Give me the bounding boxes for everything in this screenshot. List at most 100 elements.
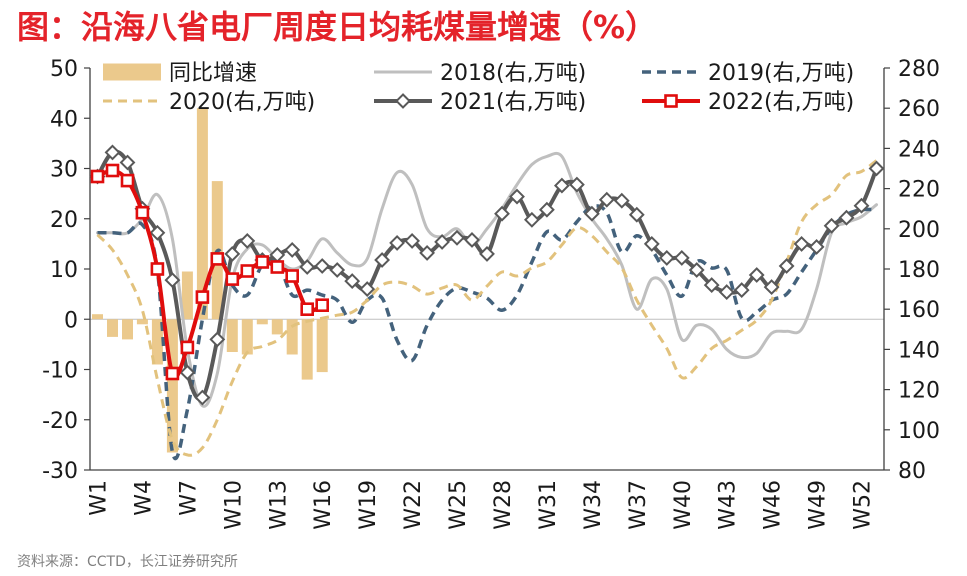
bar-w15 bbox=[301, 319, 313, 380]
marker-2022-w7 bbox=[180, 340, 195, 355]
marker-2022-w14 bbox=[285, 269, 300, 283]
marker-2021-w11 bbox=[239, 232, 256, 249]
marker-2021-w19 bbox=[359, 281, 376, 298]
marker-2021-w2 bbox=[104, 144, 121, 161]
legend-label: 2022(右,万吨) bbox=[708, 90, 854, 115]
y-left-tick-label: 50 bbox=[50, 57, 78, 82]
y-right-tick-label: 80 bbox=[898, 459, 926, 484]
legend-label: 2020(右,万吨) bbox=[169, 90, 315, 115]
x-tick-label: W52 bbox=[851, 480, 876, 530]
marker-2021-w22 bbox=[404, 232, 421, 249]
bar-w4 bbox=[136, 319, 148, 325]
marker-2021-w49 bbox=[808, 238, 825, 255]
marker-2021-w27 bbox=[479, 245, 495, 262]
marker-2021-w28 bbox=[494, 205, 510, 222]
legend-label: 同比增速 bbox=[169, 61, 257, 86]
line-series bbox=[89, 144, 885, 461]
y-right-tick-label: 240 bbox=[898, 137, 940, 162]
marker-2021-w32 bbox=[553, 177, 570, 194]
marker-2022-w9 bbox=[210, 252, 225, 266]
y-left-tick-label: 0 bbox=[64, 308, 78, 333]
marker-2021-w52 bbox=[853, 197, 870, 214]
marker-2021-w31 bbox=[538, 201, 555, 218]
marker-2022-w2 bbox=[105, 163, 120, 178]
series-2020 bbox=[96, 159, 878, 457]
y-left-tick-label: -10 bbox=[42, 359, 78, 384]
marker-2021-w53 bbox=[868, 160, 885, 177]
x-tick-label: W43 bbox=[716, 480, 741, 530]
legend-label: 2021(右,万吨) bbox=[440, 90, 586, 115]
marker-2021-w9 bbox=[209, 331, 226, 348]
marker-2021-w16 bbox=[314, 258, 331, 274]
x-tick-label: W49 bbox=[806, 480, 831, 530]
legend: 同比增速 2018(右,万吨) 2019(右,万吨) 2020(右,万吨) 2021(右… bbox=[103, 61, 854, 115]
marker-2021-w21 bbox=[389, 234, 406, 251]
marker-2022-w3 bbox=[120, 173, 135, 188]
y-right-tick-label: 100 bbox=[898, 419, 940, 444]
y-right-tick-label: 280 bbox=[898, 57, 940, 82]
marker-2021-w48 bbox=[793, 235, 810, 252]
marker-2021-w37 bbox=[628, 206, 645, 223]
x-tick-label: W13 bbox=[266, 480, 291, 530]
legend-marker bbox=[664, 94, 678, 108]
marker-2021-w30 bbox=[523, 211, 540, 228]
bar-w13 bbox=[271, 319, 283, 335]
x-tick-label: W16 bbox=[311, 480, 336, 530]
marker-2021-w42 bbox=[703, 277, 720, 294]
x-tick-label: W37 bbox=[626, 480, 651, 530]
marker-2022-w12 bbox=[255, 255, 270, 269]
marker-2022-w1 bbox=[90, 169, 105, 184]
x-tick-label: W40 bbox=[671, 480, 696, 530]
bar-w3 bbox=[122, 319, 133, 340]
bar-w11 bbox=[241, 319, 253, 355]
bar-w8 bbox=[196, 108, 208, 320]
marker-2021-w14 bbox=[284, 241, 301, 258]
legend-item-2022: 2022(右,万吨) bbox=[642, 90, 854, 115]
marker-2021-w36 bbox=[613, 192, 630, 209]
marker-2021-w25 bbox=[449, 229, 465, 246]
source-note: 资料来源：CCTD，长江证券研究所 bbox=[17, 554, 238, 570]
marker-2022-w4 bbox=[135, 205, 150, 220]
marker-2021-w24 bbox=[434, 233, 451, 250]
marker-2021-w3 bbox=[119, 154, 136, 171]
marker-2021-w23 bbox=[419, 244, 436, 261]
bar-w7 bbox=[181, 271, 193, 320]
bar-w16 bbox=[316, 319, 328, 373]
axes: 50403020100-10-20-3028026024022020018016… bbox=[42, 57, 940, 530]
line-2020 bbox=[96, 159, 878, 457]
marker-2021-w8 bbox=[194, 389, 211, 406]
legend-item-2018: 2018(右,万吨) bbox=[374, 61, 586, 86]
marker-2021-w7 bbox=[179, 364, 196, 381]
y-right-tick-label: 260 bbox=[898, 97, 940, 122]
marker-2021-w6 bbox=[164, 272, 181, 289]
marker-2021-w45 bbox=[748, 267, 765, 283]
legend-item-yoy-growth: 同比增速 bbox=[103, 61, 257, 86]
legend-swatch-bar bbox=[103, 63, 161, 81]
marker-2021-w43 bbox=[718, 284, 735, 301]
marker-2021-w26 bbox=[464, 231, 480, 248]
marker-2021-w38 bbox=[643, 235, 660, 252]
x-tick-label: W22 bbox=[401, 480, 426, 530]
y-left-tick-label: 10 bbox=[50, 258, 78, 283]
x-tick-label: W7 bbox=[176, 480, 201, 516]
marker-2021-w20 bbox=[374, 252, 391, 268]
bar-w2 bbox=[107, 319, 118, 337]
marker-2022-w8 bbox=[195, 290, 210, 304]
bar-w10 bbox=[226, 319, 238, 352]
marker-2021-w18 bbox=[344, 273, 361, 290]
marker-2021-w47 bbox=[778, 258, 795, 274]
marker-2022-w16 bbox=[315, 298, 330, 313]
marker-2021-w5 bbox=[149, 224, 166, 241]
bar-w14 bbox=[286, 319, 298, 355]
y-left-tick-label: 30 bbox=[50, 158, 78, 183]
marker-2021-w44 bbox=[733, 282, 750, 299]
y-left-tick-label: -20 bbox=[42, 409, 78, 434]
marker-2021-w35 bbox=[598, 191, 615, 208]
legend-label: 2018(右,万吨) bbox=[440, 61, 586, 86]
bar-w12 bbox=[256, 319, 268, 325]
x-tick-label: W19 bbox=[356, 480, 381, 530]
marker-2022-w10 bbox=[225, 272, 240, 286]
marker-2021-w50 bbox=[823, 217, 840, 234]
x-tick-label: W1 bbox=[87, 480, 112, 516]
